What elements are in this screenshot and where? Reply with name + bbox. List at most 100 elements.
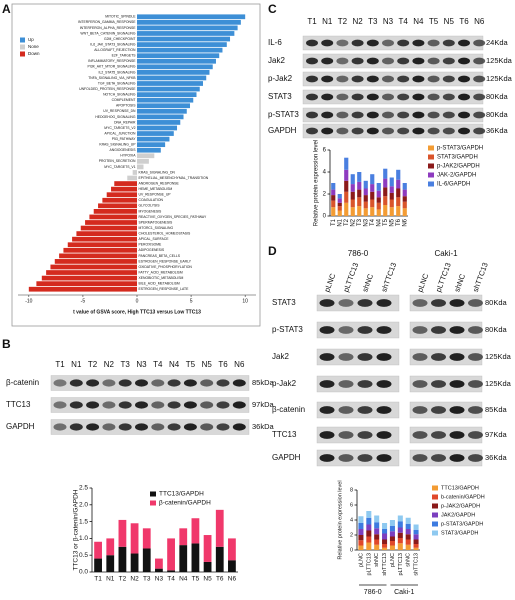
bar <box>98 203 137 209</box>
x-tick-label: T1 <box>94 576 102 583</box>
blot-band <box>449 353 465 361</box>
category-label: MTORC1_SIGNALING <box>139 226 174 230</box>
blot-band <box>397 57 410 65</box>
blot-band <box>183 401 197 409</box>
blot-band <box>351 93 364 101</box>
size-label: 80Kda <box>486 110 509 119</box>
lane-label: N5 <box>202 360 213 369</box>
blot-band <box>338 406 354 414</box>
blot-band <box>382 127 394 135</box>
blot-band <box>382 57 394 65</box>
category-label: OXIDATIVE_PHOSPHORYLATION <box>139 265 193 269</box>
lane-label: N3 <box>383 17 394 26</box>
bar-segment <box>344 169 349 181</box>
blot-band <box>412 75 425 83</box>
bar-segment <box>357 189 362 198</box>
bar-segment <box>405 529 411 535</box>
bar-segment <box>337 194 342 199</box>
y-axis-label: Relative protein expression level <box>337 480 343 559</box>
bar-segment <box>228 538 236 561</box>
blot-band <box>366 39 379 47</box>
blot-band <box>357 299 373 307</box>
bar-segment <box>376 209 381 216</box>
category-label: ESTROGEN_RESPONSE_EARLY <box>139 259 192 263</box>
bar-segment <box>344 180 349 192</box>
bar <box>127 175 137 181</box>
size-label: 36Kda <box>485 453 508 462</box>
bar-segment <box>376 197 381 203</box>
bar-segment <box>389 526 395 532</box>
blot-band <box>449 431 465 439</box>
category-label: P53_PATHWAY <box>112 137 137 141</box>
bar-segment <box>370 199 375 208</box>
bar <box>137 81 203 86</box>
category-label: SPERMATOGENESIS <box>139 220 174 224</box>
blot-band <box>376 380 392 388</box>
row-label: GAPDH <box>272 453 301 462</box>
bar-segment <box>389 531 395 537</box>
category-label: INTERFERON_ALPHA_RESPONSE <box>80 26 137 30</box>
group-label: Caki-1 <box>434 249 458 258</box>
lane-label: shTTC13 <box>379 261 398 293</box>
blot-band <box>183 423 197 431</box>
blot-band <box>431 353 446 361</box>
bar <box>137 164 144 170</box>
blot-band <box>473 75 486 83</box>
category-label: ANGIOGENESIS <box>109 148 136 152</box>
panel-a-frame <box>11 3 261 327</box>
size-label: 125Kda <box>485 352 512 361</box>
bar-segment <box>350 174 355 185</box>
bar <box>137 86 200 92</box>
category-label: MITOTIC_SPINDLE <box>105 15 136 19</box>
category-label: EPITHELIAL_MESENCHYMAL_TRANSITION <box>139 176 209 180</box>
size-label: 85Kda <box>485 405 508 414</box>
bar <box>137 36 231 42</box>
lane-label: shTTC13 <box>471 261 490 293</box>
blot-band <box>321 57 334 65</box>
legend-swatch <box>432 530 438 536</box>
blot-band <box>431 454 446 462</box>
blot-band <box>321 93 334 101</box>
bar-segment <box>344 157 349 170</box>
bar <box>137 103 191 109</box>
category-label: KRAS_SIGNALING_DN <box>139 170 176 174</box>
y-tick-label: 0 <box>323 214 327 220</box>
legend-label: TTC13/GAPDH <box>159 491 204 498</box>
legend-swatch <box>432 494 438 500</box>
bar-segment <box>389 199 394 208</box>
blot-band <box>468 431 483 439</box>
group-label: Caki-1 <box>394 589 414 596</box>
blot-band <box>382 75 394 83</box>
bar-segment <box>203 561 212 572</box>
blot-band <box>376 299 392 307</box>
bar-segment <box>357 206 362 216</box>
x-tick-label: N6 <box>228 576 237 583</box>
bar-segment <box>397 532 403 538</box>
bar-segment <box>382 529 388 534</box>
bar-segment <box>397 538 403 544</box>
blot-band <box>151 379 165 387</box>
blot-band <box>468 380 483 388</box>
bar <box>137 153 155 159</box>
blot-band <box>412 93 425 101</box>
bar <box>59 253 137 259</box>
x-tick-label: T3 <box>143 576 151 583</box>
bar-segment <box>358 523 364 529</box>
blot-band <box>473 57 486 65</box>
lane-label: N2 <box>352 17 363 26</box>
blot-band <box>431 431 446 439</box>
group-label: 786-0 <box>348 249 369 258</box>
blot-band <box>431 380 446 388</box>
bar-segment <box>397 515 403 522</box>
bar-segment <box>350 184 355 192</box>
y-axis-label: Relative protein expression level <box>314 140 320 226</box>
bar-segment <box>383 178 388 188</box>
blot-band <box>449 406 465 414</box>
blot-band <box>431 326 446 334</box>
bar-segment <box>374 528 380 535</box>
blot-band <box>338 299 354 307</box>
blot-band <box>458 93 470 101</box>
bar-segment <box>396 188 401 198</box>
lane-label: shNC <box>452 272 467 293</box>
